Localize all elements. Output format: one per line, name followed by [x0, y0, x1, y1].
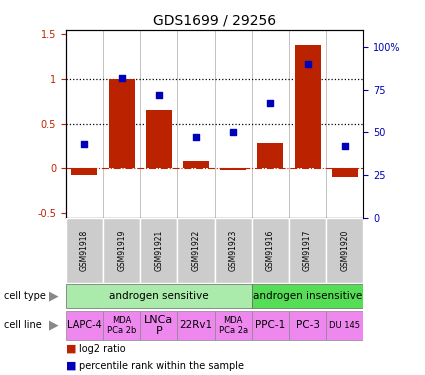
Bar — [258, 143, 283, 168]
Bar — [252, 217, 289, 283]
Point — [230, 129, 237, 135]
Title: GDS1699 / 29256: GDS1699 / 29256 — [153, 13, 276, 27]
Text: GSM91923: GSM91923 — [229, 230, 238, 271]
Point — [267, 100, 274, 106]
Text: GSM91918: GSM91918 — [80, 230, 89, 271]
Text: cell line: cell line — [4, 320, 42, 330]
Bar — [140, 311, 178, 340]
Bar — [103, 217, 140, 283]
Text: 22Rv1: 22Rv1 — [179, 320, 212, 330]
Point — [118, 75, 125, 81]
Text: GSM91921: GSM91921 — [154, 230, 163, 271]
Bar — [183, 161, 209, 168]
Bar — [295, 45, 320, 168]
Bar — [66, 311, 103, 340]
Text: PC-3: PC-3 — [296, 320, 320, 330]
Text: ■: ■ — [66, 361, 80, 370]
Text: DU 145: DU 145 — [329, 321, 360, 330]
Bar — [66, 284, 252, 308]
Bar — [140, 217, 178, 283]
Bar — [146, 110, 172, 168]
Bar — [215, 217, 252, 283]
Bar — [215, 311, 252, 340]
Bar — [252, 311, 289, 340]
Text: androgen sensitive: androgen sensitive — [109, 291, 209, 301]
Text: ▶: ▶ — [49, 290, 59, 303]
Text: cell type: cell type — [4, 291, 46, 301]
Text: GSM91919: GSM91919 — [117, 230, 126, 271]
Bar — [71, 168, 97, 175]
Bar — [103, 311, 140, 340]
Point — [156, 92, 162, 98]
Text: MDA
PCa 2b: MDA PCa 2b — [107, 316, 136, 335]
Bar — [220, 168, 246, 170]
Bar — [252, 284, 363, 308]
Bar — [109, 79, 135, 168]
Point — [193, 134, 199, 140]
Bar — [326, 311, 363, 340]
Point — [304, 61, 311, 67]
Text: androgen insensitive: androgen insensitive — [253, 291, 362, 301]
Text: PPC-1: PPC-1 — [255, 320, 286, 330]
Bar — [332, 168, 358, 177]
Text: log2 ratio: log2 ratio — [79, 344, 125, 354]
Text: ■: ■ — [66, 344, 80, 354]
Point — [341, 143, 348, 149]
Bar — [178, 217, 215, 283]
Text: GSM91917: GSM91917 — [303, 230, 312, 271]
Text: GSM91916: GSM91916 — [266, 230, 275, 271]
Text: LAPC-4: LAPC-4 — [67, 320, 102, 330]
Text: percentile rank within the sample: percentile rank within the sample — [79, 361, 244, 370]
Bar — [289, 311, 326, 340]
Point — [81, 141, 88, 147]
Text: GSM91922: GSM91922 — [192, 230, 201, 271]
Bar — [289, 217, 326, 283]
Text: GSM91920: GSM91920 — [340, 230, 349, 271]
Text: ▶: ▶ — [49, 319, 59, 332]
Bar — [178, 311, 215, 340]
Text: LNCa
P: LNCa P — [144, 315, 173, 336]
Bar — [66, 217, 103, 283]
Text: MDA
PCa 2a: MDA PCa 2a — [218, 316, 248, 335]
Bar — [326, 217, 363, 283]
